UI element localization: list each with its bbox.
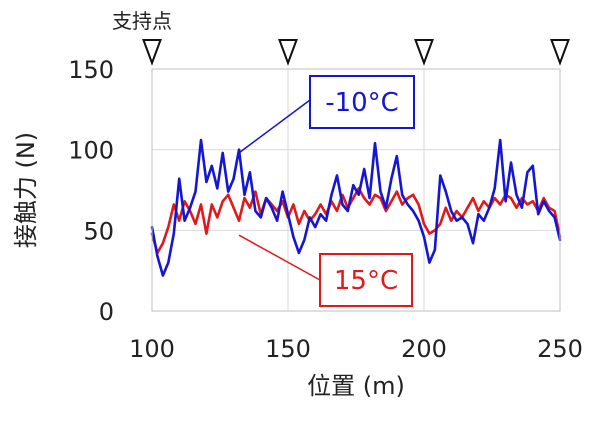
x-tick-label: 150 — [265, 335, 311, 363]
callout-box — [309, 75, 415, 129]
support-points-label: 支持点 — [112, 9, 172, 33]
callout-box — [319, 253, 413, 307]
tick-labels: 0 50 100 150 100 150 200 250 — [68, 56, 583, 363]
y-tick-label: 150 — [68, 56, 114, 84]
support-point-marker — [278, 39, 298, 66]
support-point-marker — [550, 39, 570, 66]
support-point-marker — [142, 39, 162, 66]
plot-frame — [151, 68, 561, 312]
x-axis-label: 位置 (m) — [307, 372, 405, 400]
series-callout-label: -10°C — [325, 88, 399, 118]
x-tick-label: 200 — [401, 335, 447, 363]
series-line — [150, 187, 562, 255]
y-tick-label: 50 — [83, 217, 114, 245]
series-callouts: -10°C 15°C — [238, 75, 415, 307]
callout-leader-line — [238, 234, 321, 281]
x-tick-label: 250 — [537, 335, 583, 363]
x-tick-label: 100 — [129, 335, 175, 363]
series-callout-label: 15°C — [334, 266, 398, 296]
support-markers — [142, 39, 570, 66]
callout-leader-line — [238, 99, 311, 154]
series-line — [150, 138, 562, 277]
y-tick-label: 100 — [68, 137, 114, 165]
y-tick-label: 0 — [99, 298, 114, 326]
support-point-marker — [414, 39, 434, 66]
series-layer — [150, 138, 562, 277]
y-axis-label: 接触力 (N) — [12, 132, 40, 248]
